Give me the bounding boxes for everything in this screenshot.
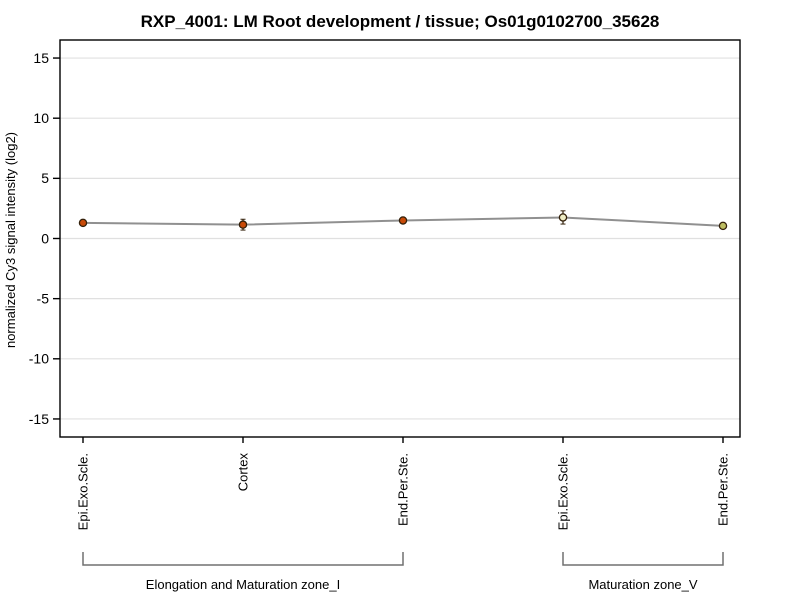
data-point	[558, 213, 568, 222]
group-bracket	[562, 552, 724, 566]
x-tick-label: Epi.Exo.Scle.	[556, 453, 571, 530]
x-tick-label: End.Per.Ste.	[396, 453, 411, 526]
y-tick-label: 15	[33, 50, 49, 66]
x-tick-label: Cortex	[236, 453, 251, 492]
y-tick-label: -5	[37, 291, 50, 307]
group-label: Maturation zone_V	[588, 577, 697, 592]
y-tick-label: -15	[29, 411, 49, 427]
group-bracket	[82, 552, 404, 566]
data-point	[238, 220, 248, 229]
y-tick-label: 5	[41, 170, 49, 186]
x-tick-label: End.Per.Ste.	[716, 453, 731, 526]
chart-title: RXP_4001: LM Root development / tissue; …	[140, 12, 660, 31]
data-point	[398, 216, 408, 225]
y-tick-label: 0	[41, 230, 49, 246]
y-tick-label: 10	[33, 110, 49, 126]
data-point	[78, 218, 88, 228]
group-label: Elongation and Maturation zone_I	[146, 577, 340, 592]
x-tick-label: Epi.Exo.Scle.	[76, 453, 91, 530]
y-tick-label: -10	[29, 351, 49, 367]
data-point	[718, 221, 728, 231]
